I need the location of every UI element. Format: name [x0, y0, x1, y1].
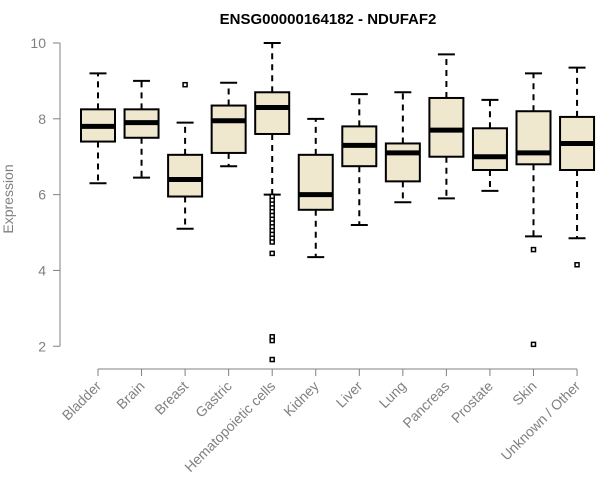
- y-tick-label: 8: [38, 111, 46, 127]
- box-gastric: [210, 81, 247, 168]
- y-axis: 2 4 6 8 10: [30, 35, 61, 354]
- iqr-box: [210, 104, 247, 154]
- x-tick-label: Gastric: [192, 378, 235, 421]
- iqr-box: [297, 153, 334, 211]
- x-tick-label: Kidney: [280, 378, 322, 420]
- x-tick-label: Breast: [151, 378, 191, 418]
- box-breast: [167, 81, 204, 230]
- iqr-box: [515, 110, 552, 166]
- outlier-point: [269, 250, 275, 257]
- x-tick-label: Liver: [333, 378, 366, 411]
- x-tick-label: Prostate: [448, 378, 496, 426]
- box-hematopoietic-cells: [254, 42, 291, 363]
- box-bladder: [80, 72, 116, 185]
- y-tick-label: 10: [30, 35, 46, 51]
- x-tick-label: Brain: [113, 378, 147, 412]
- box-pancreas: [428, 53, 465, 200]
- x-tick-label: Unknown / Other: [498, 378, 584, 464]
- iqr-box: [428, 96, 465, 158]
- chart-title: ENSG00000164182 - NDUFAF2: [220, 11, 437, 28]
- x-tick-label: Pancreas: [399, 378, 452, 431]
- y-tick-label: 6: [38, 187, 46, 203]
- box-skin: [515, 72, 552, 348]
- box-kidney: [297, 117, 334, 259]
- y-tick-label: 4: [38, 262, 46, 278]
- outlier-point: [182, 81, 188, 88]
- box-prostate: [471, 98, 508, 192]
- box-unknown-other: [559, 66, 596, 268]
- box-lung: [384, 91, 421, 204]
- outlier-point: [269, 356, 275, 363]
- iqr-box: [471, 127, 508, 171]
- x-tick-label: Lung: [376, 378, 409, 411]
- outlier-point: [574, 262, 580, 268]
- x-tick-label: Bladder: [59, 378, 105, 424]
- outlier-point: [530, 341, 537, 348]
- iqr-box: [384, 142, 421, 183]
- y-tick-label: 2: [38, 338, 46, 354]
- outlier-point: [530, 246, 537, 253]
- box-brain: [123, 79, 160, 179]
- outlier-point: [269, 337, 275, 344]
- outlier-point: [269, 239, 275, 245]
- iqr-box: [254, 91, 291, 135]
- y-axis-label: Expression: [0, 164, 16, 233]
- x-tick-label: Skin: [509, 378, 540, 409]
- box-liver: [341, 93, 378, 226]
- box-series: [80, 42, 596, 363]
- iqr-box: [167, 153, 204, 198]
